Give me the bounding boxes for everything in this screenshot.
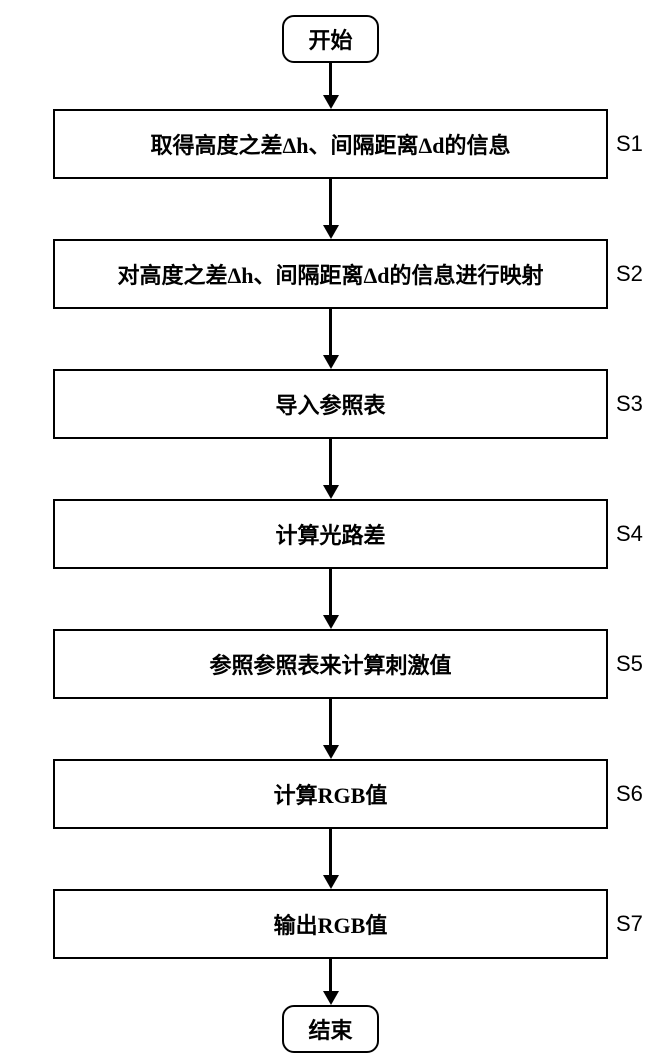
arrow-line [329, 829, 332, 875]
arrow-head [323, 95, 339, 109]
arrow-line [329, 439, 332, 485]
process-text: 对高度之差Δh、间隔距离Δd的信息进行映射 [117, 258, 543, 290]
arrow-head [323, 615, 339, 629]
arrow [323, 959, 339, 1005]
arrow [323, 829, 339, 889]
process-text: 计算光路差 [275, 518, 385, 550]
arrow-head [323, 991, 339, 1005]
arrow-line [329, 699, 332, 745]
arrow-line [329, 179, 332, 225]
process-text: 取得高度之差Δh、间隔距离Δd的信息 [150, 128, 510, 160]
arrow-line [329, 309, 332, 355]
end-label: 结束 [308, 1018, 352, 1043]
step-label-s7: S7 [616, 911, 646, 937]
arrow-head [323, 485, 339, 499]
step-label-s6: S6 [616, 781, 646, 807]
step-label-s2: S2 [616, 261, 646, 287]
step-label-s5: S5 [616, 651, 646, 677]
process-row-s6: 计算RGB值 S6 [0, 759, 661, 829]
process-row-s4: 计算光路差 S4 [0, 499, 661, 569]
process-row-s3: 导入参照表 S3 [0, 369, 661, 439]
arrow [323, 569, 339, 629]
arrow-line [329, 63, 332, 95]
arrow [323, 309, 339, 369]
arrow-head [323, 225, 339, 239]
process-box-s1: 取得高度之差Δh、间隔距离Δd的信息 [53, 109, 608, 179]
flowchart-container: 开始 取得高度之差Δh、间隔距离Δd的信息 S1 对高度之差Δh、间隔距离Δd的… [0, 0, 661, 1053]
process-box-s5: 参照参照表来计算刺激值 [53, 629, 608, 699]
process-box-s2: 对高度之差Δh、间隔距离Δd的信息进行映射 [53, 239, 608, 309]
arrow-head [323, 875, 339, 889]
process-box-s3: 导入参照表 [53, 369, 608, 439]
arrow [323, 179, 339, 239]
end-terminal: 结束 [282, 1005, 378, 1053]
arrow-head [323, 745, 339, 759]
start-terminal: 开始 [282, 15, 378, 63]
process-row-s1: 取得高度之差Δh、间隔距离Δd的信息 S1 [0, 109, 661, 179]
process-text: 输出RGB值 [274, 908, 388, 940]
arrow [323, 63, 339, 109]
process-text: 参照参照表来计算刺激值 [209, 648, 451, 680]
arrow [323, 699, 339, 759]
process-box-s4: 计算光路差 [53, 499, 608, 569]
step-label-s1: S1 [616, 131, 646, 157]
step-label-s3: S3 [616, 391, 646, 417]
process-box-s6: 计算RGB值 [53, 759, 608, 829]
process-row-s2: 对高度之差Δh、间隔距离Δd的信息进行映射 S2 [0, 239, 661, 309]
arrow-line [329, 959, 332, 991]
arrow-line [329, 569, 332, 615]
process-text: 计算RGB值 [274, 778, 388, 810]
start-label: 开始 [308, 28, 352, 53]
process-row-s7: 输出RGB值 S7 [0, 889, 661, 959]
process-box-s7: 输出RGB值 [53, 889, 608, 959]
arrow-head [323, 355, 339, 369]
step-label-s4: S4 [616, 521, 646, 547]
arrow [323, 439, 339, 499]
process-text: 导入参照表 [275, 388, 385, 420]
process-row-s5: 参照参照表来计算刺激值 S5 [0, 629, 661, 699]
